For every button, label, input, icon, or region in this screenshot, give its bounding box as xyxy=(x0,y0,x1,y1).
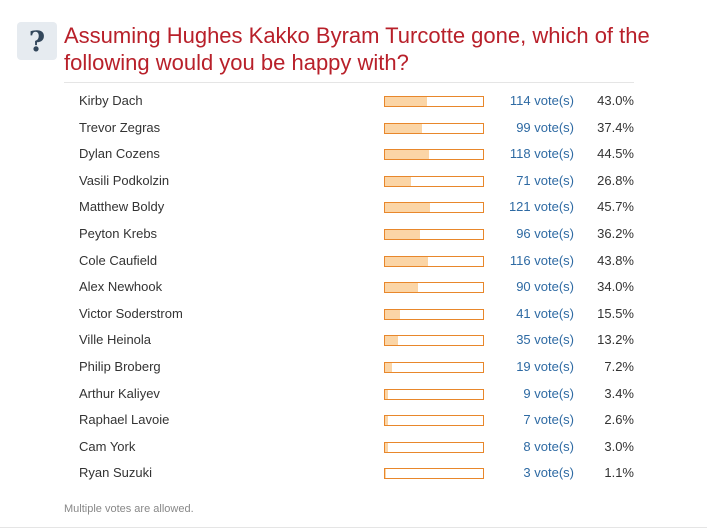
result-bar xyxy=(384,255,484,267)
result-bar-fill xyxy=(385,442,388,452)
vote-count-link[interactable]: 19 vote(s) xyxy=(516,358,574,374)
vote-percent: 36.2% xyxy=(597,225,634,241)
vote-percent: 2.6% xyxy=(604,412,634,428)
vote-count-link[interactable]: 99 vote(s) xyxy=(516,119,574,135)
vote-count-link[interactable]: 71 vote(s) xyxy=(516,172,574,188)
title-divider xyxy=(64,82,634,83)
vote-percent: 43.8% xyxy=(597,252,634,268)
option-name: Kirby Dach xyxy=(79,93,143,108)
option-name: Peyton Krebs xyxy=(79,225,158,241)
vote-percent: 3.0% xyxy=(604,438,634,454)
result-bar-fill xyxy=(385,309,401,319)
result-bar xyxy=(384,175,484,187)
vote-count-link[interactable]: 118 vote(s) xyxy=(509,146,574,162)
poll-option-row: Dylan Cozens 118 vote(s) 44.5% xyxy=(64,141,634,168)
result-bar-fill xyxy=(385,469,387,479)
result-bar xyxy=(384,308,484,320)
poll-option-row: Arthur Kaliyev 9 vote(s) 3.4% xyxy=(64,381,634,408)
poll-results-list: Kirby Dach 114 vote(s) 43.0% Trevor Zegras 9… xyxy=(64,88,634,487)
vote-percent: 13.2% xyxy=(597,332,634,348)
poll-note: Multiple votes are allowed. xyxy=(64,503,194,515)
result-bar xyxy=(384,361,484,373)
result-bar xyxy=(384,282,484,294)
result-bar-fill xyxy=(385,256,428,266)
result-bar-fill xyxy=(385,416,388,426)
result-bar-fill xyxy=(385,362,393,372)
poll-option-row: Kirby Dach 114 vote(s) 43.0% xyxy=(64,88,634,115)
vote-percent: 26.8% xyxy=(597,172,634,188)
result-bar xyxy=(384,441,484,453)
question-mark-icon: ? xyxy=(17,22,57,60)
vote-count-link[interactable]: 90 vote(s) xyxy=(516,279,574,295)
result-bar xyxy=(384,468,484,480)
option-name: Ville Heinola xyxy=(79,332,152,348)
result-bar-fill xyxy=(385,176,412,186)
result-bar-fill xyxy=(385,283,419,293)
result-bar-fill xyxy=(385,150,429,160)
result-bar xyxy=(384,122,484,134)
result-bar xyxy=(384,415,484,427)
vote-percent: 1.1% xyxy=(604,465,634,481)
vote-count-link[interactable]: 114 vote(s) xyxy=(509,93,574,108)
result-bar xyxy=(384,202,484,214)
poll-title: Assuming Hughes Kakko Byram Turcotte gon… xyxy=(64,23,650,75)
vote-percent: 34.0% xyxy=(597,279,634,295)
result-bar-fill xyxy=(385,389,389,399)
result-bar-fill xyxy=(385,336,398,346)
vote-count-link[interactable]: 7 vote(s) xyxy=(523,412,574,428)
poll-option-row: Peyton Krebs 96 vote(s) 36.2% xyxy=(64,221,634,248)
question-glyph: ? xyxy=(28,24,46,58)
poll-option-row: Vasili Podkolzin 71 vote(s) 26.8% xyxy=(64,168,634,195)
result-bar xyxy=(384,96,484,107)
poll-option-row: Philip Broberg 19 vote(s) 7.2% xyxy=(64,354,634,381)
vote-percent: 44.5% xyxy=(597,146,634,162)
vote-count-link[interactable]: 41 vote(s) xyxy=(516,305,574,321)
option-name: Matthew Boldy xyxy=(79,199,165,215)
result-bar-fill xyxy=(385,97,428,106)
option-name: Ryan Suzuki xyxy=(79,465,152,481)
vote-percent: 3.4% xyxy=(604,385,634,401)
poll-option-row: Ville Heinola 35 vote(s) 13.2% xyxy=(64,327,634,354)
vote-percent: 15.5% xyxy=(597,305,634,321)
result-bar xyxy=(384,149,484,161)
option-name: Philip Broberg xyxy=(79,358,161,374)
option-name: Trevor Zegras xyxy=(79,119,161,135)
option-name: Dylan Cozens xyxy=(79,146,160,162)
poll-option-row: Cole Caufield 116 vote(s) 43.8% xyxy=(64,248,634,275)
vote-count-link[interactable]: 121 vote(s) xyxy=(508,199,574,215)
poll-option-row: Victor Soderstrom 41 vote(s) 15.5% xyxy=(64,301,634,328)
bottom-divider xyxy=(0,527,707,528)
option-name: Victor Soderstrom xyxy=(79,305,183,321)
poll-option-row: Cam York 8 vote(s) 3.0% xyxy=(64,434,634,461)
poll-option-row: Alex Newhook 90 vote(s) 34.0% xyxy=(64,274,634,301)
result-bar-fill xyxy=(385,229,421,239)
result-bar-fill xyxy=(385,203,430,213)
option-name: Vasili Podkolzin xyxy=(79,172,170,188)
result-bar-fill xyxy=(385,123,422,133)
poll-option-row: Raphael Lavoie 7 vote(s) 2.6% xyxy=(64,407,634,434)
poll-option-row: Ryan Suzuki 3 vote(s) 1.1% xyxy=(64,460,634,487)
vote-count-link[interactable]: 9 vote(s) xyxy=(523,385,574,401)
result-bar xyxy=(384,335,484,347)
option-name: Cole Caufield xyxy=(79,252,158,268)
vote-count-link[interactable]: 3 vote(s) xyxy=(523,465,574,481)
option-name: Alex Newhook xyxy=(79,279,163,295)
vote-count-link[interactable]: 96 vote(s) xyxy=(516,225,574,241)
vote-percent: 43.0% xyxy=(597,93,634,108)
option-name: Arthur Kaliyev xyxy=(79,385,160,401)
vote-count-link[interactable]: 8 vote(s) xyxy=(523,438,574,454)
result-bar xyxy=(384,388,484,400)
poll-option-row: Trevor Zegras 99 vote(s) 37.4% xyxy=(64,115,634,142)
vote-percent: 7.2% xyxy=(604,358,634,374)
option-name: Cam York xyxy=(79,438,136,454)
option-name: Raphael Lavoie xyxy=(79,412,170,428)
vote-count-link[interactable]: 35 vote(s) xyxy=(516,332,574,348)
vote-percent: 45.7% xyxy=(597,199,634,215)
vote-percent: 37.4% xyxy=(597,119,634,135)
result-bar xyxy=(384,228,484,240)
vote-count-link[interactable]: 116 vote(s) xyxy=(509,252,574,268)
poll-option-row: Matthew Boldy 121 vote(s) 45.7% xyxy=(64,194,634,221)
